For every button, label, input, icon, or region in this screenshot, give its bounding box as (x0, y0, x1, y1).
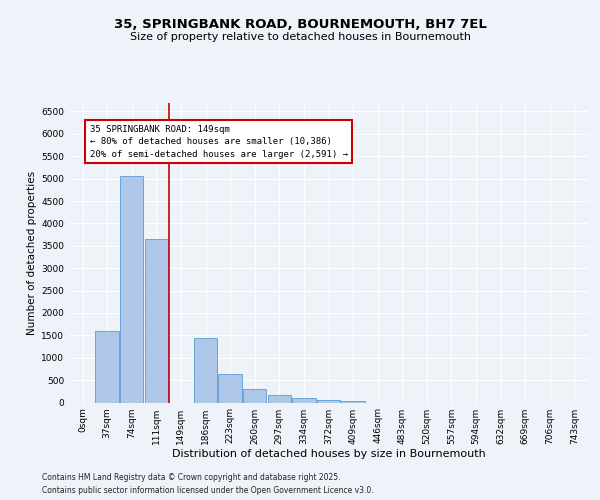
Bar (292, 398, 316, 402)
Text: Contains public sector information licensed under the Open Government Licence v3: Contains public sector information licen… (42, 486, 374, 495)
Text: 35 SPRINGBANK ROAD: 149sqm
← 80% of detached houses are smaller (10,386)
20% of : 35 SPRINGBANK ROAD: 149sqm ← 80% of deta… (90, 125, 348, 159)
Bar (243, 388, 266, 402)
X-axis label: Distribution of detached houses by size in Bournemouth: Distribution of detached houses by size … (172, 450, 485, 460)
Bar (317, 400, 340, 402)
Bar (341, 401, 365, 402)
Text: 35, SPRINGBANK ROAD, BOURNEMOUTH, BH7 7EL: 35, SPRINGBANK ROAD, BOURNEMOUTH, BH7 7E… (113, 18, 487, 30)
Bar (120, 176, 143, 402)
Text: Size of property relative to detached houses in Bournemouth: Size of property relative to detached ho… (130, 32, 470, 42)
Bar (145, 239, 168, 402)
Bar (268, 396, 291, 402)
Text: Contains HM Land Registry data © Crown copyright and database right 2025.: Contains HM Land Registry data © Crown c… (42, 472, 341, 482)
Bar (218, 374, 242, 402)
Bar (95, 331, 119, 402)
Y-axis label: Number of detached properties: Number of detached properties (27, 170, 37, 334)
Bar (194, 338, 217, 402)
